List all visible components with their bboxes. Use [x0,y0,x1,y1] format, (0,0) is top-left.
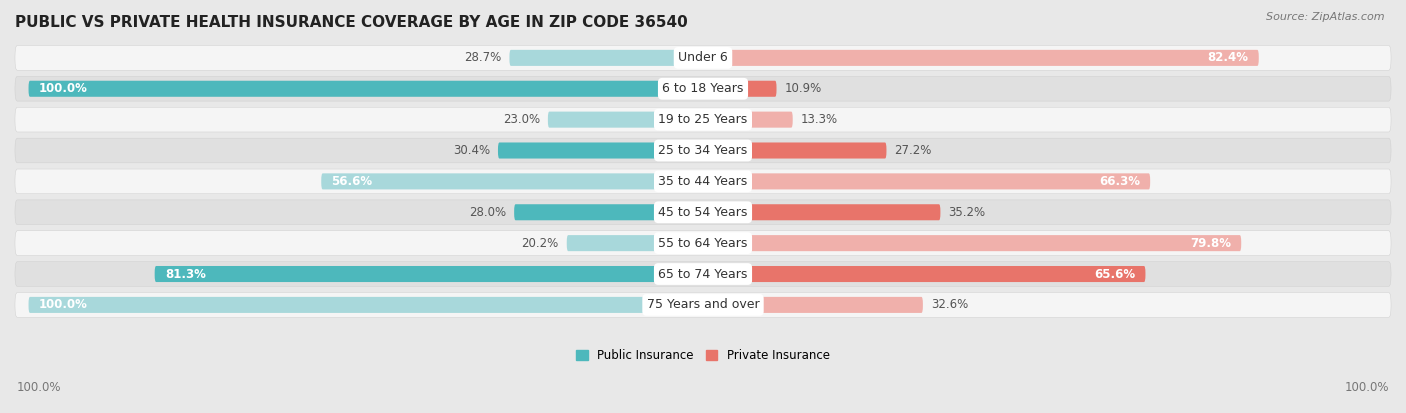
FancyBboxPatch shape [155,266,703,282]
FancyBboxPatch shape [321,173,703,190]
FancyBboxPatch shape [28,297,703,313]
Text: 20.2%: 20.2% [522,237,558,249]
Text: 35 to 44 Years: 35 to 44 Years [658,175,748,188]
FancyBboxPatch shape [703,297,922,313]
Text: 82.4%: 82.4% [1208,51,1249,64]
FancyBboxPatch shape [703,112,793,128]
Text: 28.0%: 28.0% [470,206,506,219]
FancyBboxPatch shape [703,173,1150,190]
Text: 27.2%: 27.2% [894,144,932,157]
FancyBboxPatch shape [567,235,703,251]
FancyBboxPatch shape [509,50,703,66]
FancyBboxPatch shape [548,112,703,128]
FancyBboxPatch shape [15,138,1391,163]
Text: 65 to 74 Years: 65 to 74 Years [658,268,748,280]
Text: 100.0%: 100.0% [38,299,87,311]
Text: 28.7%: 28.7% [464,51,502,64]
Text: 66.3%: 66.3% [1099,175,1140,188]
Text: 45 to 54 Years: 45 to 54 Years [658,206,748,219]
FancyBboxPatch shape [703,81,776,97]
Text: 100.0%: 100.0% [1344,382,1389,394]
Text: 32.6%: 32.6% [931,299,969,311]
Text: 100.0%: 100.0% [17,382,62,394]
FancyBboxPatch shape [703,50,1258,66]
Text: 75 Years and over: 75 Years and over [647,299,759,311]
Text: 13.3%: 13.3% [801,113,838,126]
Text: Under 6: Under 6 [678,51,728,64]
Text: 19 to 25 Years: 19 to 25 Years [658,113,748,126]
Text: 65.6%: 65.6% [1094,268,1135,280]
FancyBboxPatch shape [15,45,1391,70]
Text: 6 to 18 Years: 6 to 18 Years [662,82,744,95]
Legend: Public Insurance, Private Insurance: Public Insurance, Private Insurance [571,344,835,367]
FancyBboxPatch shape [15,169,1391,194]
FancyBboxPatch shape [703,142,886,159]
Text: 79.8%: 79.8% [1189,237,1232,249]
FancyBboxPatch shape [15,262,1391,286]
Text: 81.3%: 81.3% [165,268,205,280]
Text: 56.6%: 56.6% [332,175,373,188]
Text: PUBLIC VS PRIVATE HEALTH INSURANCE COVERAGE BY AGE IN ZIP CODE 36540: PUBLIC VS PRIVATE HEALTH INSURANCE COVER… [15,15,688,30]
FancyBboxPatch shape [515,204,703,220]
Text: 25 to 34 Years: 25 to 34 Years [658,144,748,157]
FancyBboxPatch shape [28,81,703,97]
FancyBboxPatch shape [15,292,1391,317]
FancyBboxPatch shape [15,76,1391,101]
FancyBboxPatch shape [15,107,1391,132]
FancyBboxPatch shape [703,235,1241,251]
Text: Source: ZipAtlas.com: Source: ZipAtlas.com [1267,12,1385,22]
FancyBboxPatch shape [498,142,703,159]
Text: 35.2%: 35.2% [949,206,986,219]
Text: 100.0%: 100.0% [38,82,87,95]
Text: 55 to 64 Years: 55 to 64 Years [658,237,748,249]
Text: 30.4%: 30.4% [453,144,489,157]
Text: 10.9%: 10.9% [785,82,823,95]
Text: 23.0%: 23.0% [503,113,540,126]
FancyBboxPatch shape [15,200,1391,225]
FancyBboxPatch shape [703,204,941,220]
FancyBboxPatch shape [703,266,1146,282]
FancyBboxPatch shape [15,231,1391,256]
